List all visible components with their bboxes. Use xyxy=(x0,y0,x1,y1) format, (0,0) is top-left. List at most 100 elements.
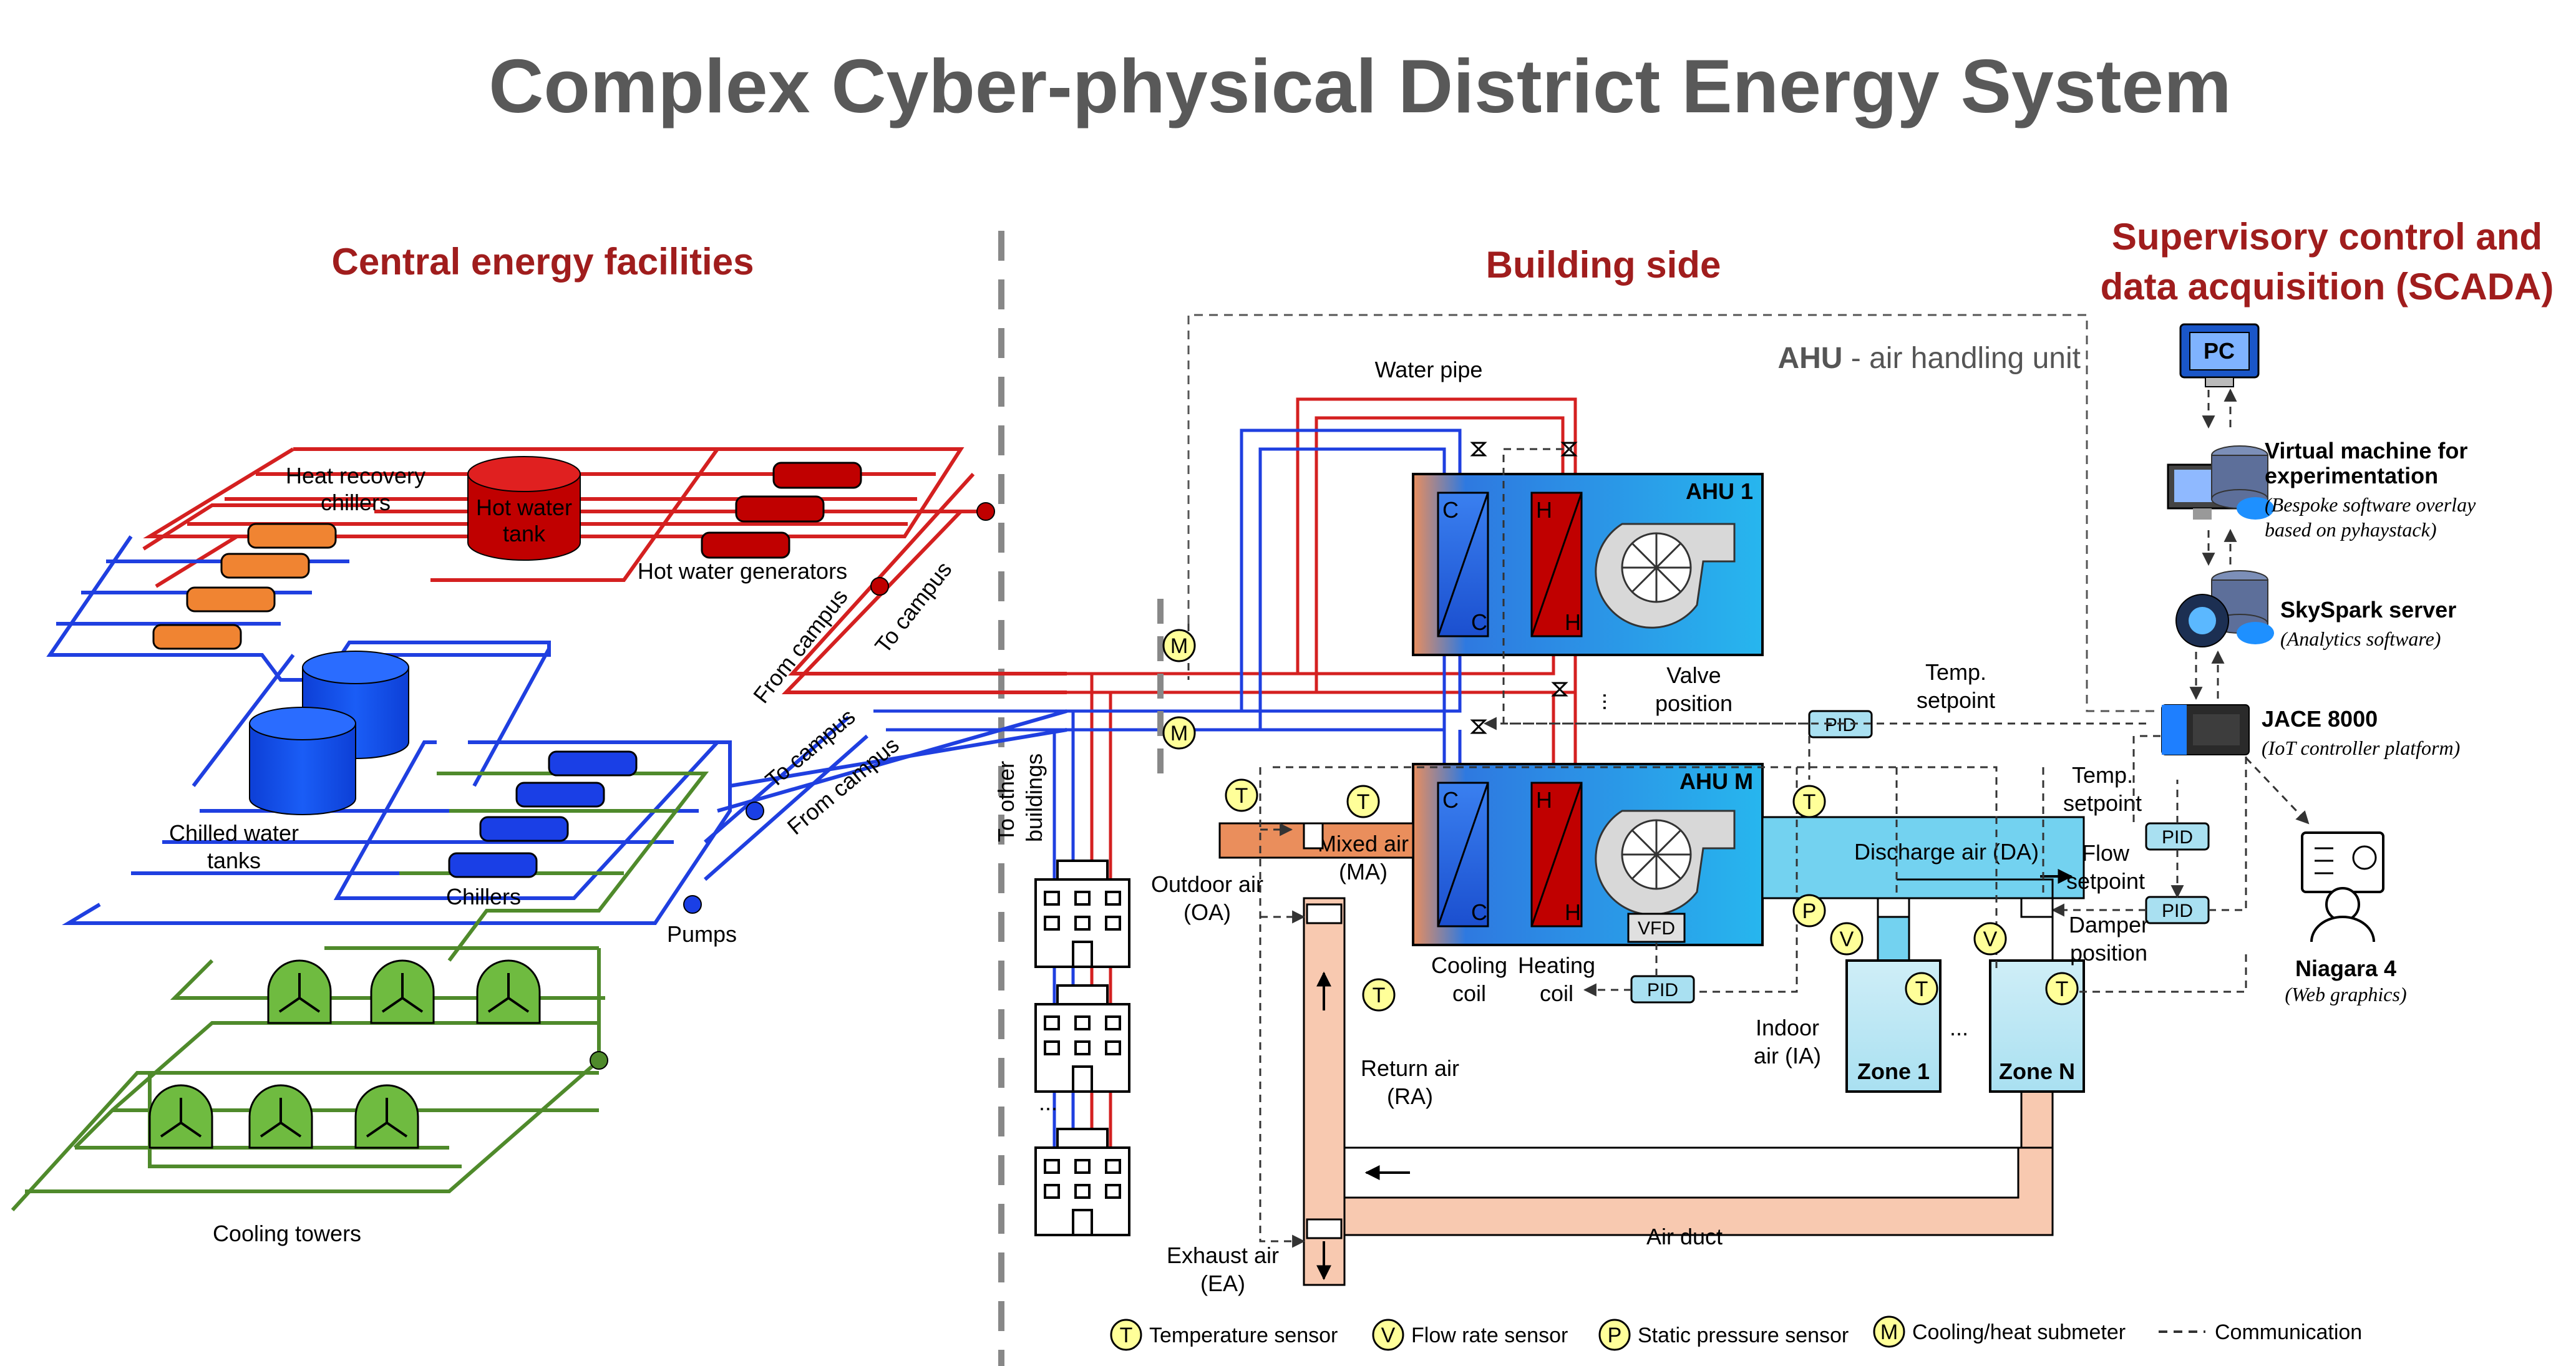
buildings-dots: ... xyxy=(1039,1090,1057,1115)
exhaust-air-2: (EA) xyxy=(1200,1271,1245,1296)
ahum-coil-c-bot: C xyxy=(1471,899,1487,925)
pumps-label: Pumps xyxy=(667,921,737,947)
flow-setpoint-2: setpoint xyxy=(2066,868,2145,894)
ahu1-coil-c-bot: C xyxy=(1471,609,1487,635)
scada-comm-lines xyxy=(2189,388,2310,825)
ahu1-label: AHU 1 xyxy=(1686,478,1753,504)
vfd-box xyxy=(1627,913,1686,943)
ahu1-coil-h-top: H xyxy=(1536,497,1552,523)
hot-water-generators xyxy=(701,462,862,559)
jace-label-2: (IoT controller platform) xyxy=(2262,737,2460,759)
heat-recovery-chiller xyxy=(186,586,276,613)
jace-icon xyxy=(2161,704,2250,755)
building-icon xyxy=(1034,1128,1130,1236)
pump-hot-1 xyxy=(870,577,889,596)
legend-p-letter: P xyxy=(1608,1324,1622,1347)
temp-setpoint-right-2: setpoint xyxy=(2063,790,2142,816)
vm-label-4: based on pyhaystack) xyxy=(2265,518,2436,541)
skyspark-icon xyxy=(2175,570,2274,647)
to-other-buildings-2: buildings xyxy=(1021,753,1047,842)
heat-recovery-label-2: chillers xyxy=(321,490,391,515)
building-side: AHU - air handling unit Water pipe To ot… xyxy=(786,314,2247,1296)
hot-water-generator xyxy=(735,495,825,523)
legend-flow-icon xyxy=(1372,1319,1404,1351)
scada-heading-line1: Supervisory control and xyxy=(2112,216,2542,258)
ahum-label: AHU M xyxy=(1679,768,1753,794)
chillers-label: Chillers xyxy=(446,884,521,909)
building-icon xyxy=(1034,860,1130,968)
sensor-letter: T xyxy=(2056,977,2069,1001)
mixed-air-1: Mixed air xyxy=(1318,831,1409,856)
hot-water-tank-label-2: tank xyxy=(503,521,546,546)
return-duct-inner xyxy=(1343,1146,2019,1199)
flow-setpoint-1: Flow xyxy=(2082,840,2130,866)
pid-temp-label: PID xyxy=(2162,827,2193,848)
from-campus-label-hot: From campus xyxy=(748,584,853,708)
return-air-1: Return air xyxy=(1361,1055,1459,1081)
niagara-label-1: Niagara 4 xyxy=(2295,956,2396,981)
chillers xyxy=(448,750,638,878)
skyspark-label-2: (Analytics software) xyxy=(2280,627,2441,650)
to-other-buildings-1: To other xyxy=(993,761,1019,842)
valve-position-1: Valve xyxy=(1666,662,1721,688)
damper-icon xyxy=(1877,897,1910,918)
valve-icon xyxy=(1551,682,1568,697)
chiller xyxy=(479,816,569,842)
hot-water-generator xyxy=(772,462,862,489)
ahum-coil-h-bot: H xyxy=(1565,899,1581,925)
sensor-letter: P xyxy=(1802,899,1817,923)
air-ducts xyxy=(1218,816,2085,1286)
cloud-icon xyxy=(2237,497,2274,520)
zones-dots: ... xyxy=(1950,1015,1968,1040)
meter-icon xyxy=(1162,716,1196,750)
indoor-air-2: air (IA) xyxy=(1754,1043,1821,1068)
legend-v-letter: V xyxy=(1381,1324,1396,1347)
air-duct-label: Air duct xyxy=(1646,1224,1723,1249)
building-comm-lines xyxy=(1187,448,2247,1248)
pid-valve-label: PID xyxy=(1825,715,1856,735)
hot-water-generator xyxy=(701,531,790,559)
sensor-letter: M xyxy=(1170,634,1188,658)
heat-recovery-chiller xyxy=(247,523,337,549)
ahu-dots: ... xyxy=(1598,692,1624,711)
cooling-towers-label: Cooling towers xyxy=(213,1221,361,1246)
pump-hot-2 xyxy=(976,502,995,521)
heat-recovery-label-1: Heat recovery xyxy=(286,463,425,488)
vm-label-3: (Bespoke software overlay xyxy=(2265,493,2476,516)
sensor-letter: T xyxy=(1373,984,1386,1007)
indoor-air-1: Indoor xyxy=(1756,1015,1819,1040)
central-heading: Central energy facilities xyxy=(332,241,754,283)
ahu-label: AHU - air handling unit xyxy=(1777,342,2081,375)
pump-cold-2 xyxy=(683,895,702,914)
legend-meter: Cooling/heat submeter xyxy=(1912,1320,2126,1344)
outdoor-air-2: (OA) xyxy=(1184,899,1231,925)
damper-icon xyxy=(1303,822,1324,850)
scada-heading-line2: data acquisition (SCADA) xyxy=(2101,266,2554,308)
pump-cooling xyxy=(590,1051,608,1070)
temperature-sensor-icon xyxy=(1346,785,1380,818)
temp-setpoint-top-2: setpoint xyxy=(1917,687,1995,713)
cloud-icon xyxy=(2237,622,2274,644)
jace-label-1: JACE 8000 xyxy=(2262,706,2378,732)
heat-recovery-chillers xyxy=(152,523,337,650)
temperature-sensor-icon xyxy=(1905,972,1938,1005)
pressure-sensor-icon xyxy=(1792,894,1826,928)
outdoor-air-1: Outdoor air xyxy=(1151,871,1263,897)
mixed-air-2: (MA) xyxy=(1339,859,1388,884)
legend: T Temperature sensor V Flow rate sensor … xyxy=(1110,1315,2362,1351)
virtual-machine-icon xyxy=(2167,445,2274,520)
meter-icon xyxy=(1162,629,1196,662)
cooling-towers xyxy=(148,959,541,1149)
legend-temperature-icon xyxy=(1110,1319,1142,1351)
sensors xyxy=(1162,629,2079,1012)
temperature-sensor-icon xyxy=(2045,972,2079,1005)
ahu1-coil-h-bot: H xyxy=(1565,609,1581,635)
damper-icon xyxy=(1306,1218,1343,1239)
page-title: Complex Cyber-physical District Energy S… xyxy=(488,44,2231,128)
temp-setpoint-top-1: Temp. xyxy=(1925,659,1986,685)
cooling-coil-label-1: Cooling xyxy=(1431,952,1507,978)
skyspark-label-1: SkySpark server xyxy=(2280,597,2456,622)
building-icon xyxy=(1034,984,1130,1093)
chiller xyxy=(548,750,638,777)
